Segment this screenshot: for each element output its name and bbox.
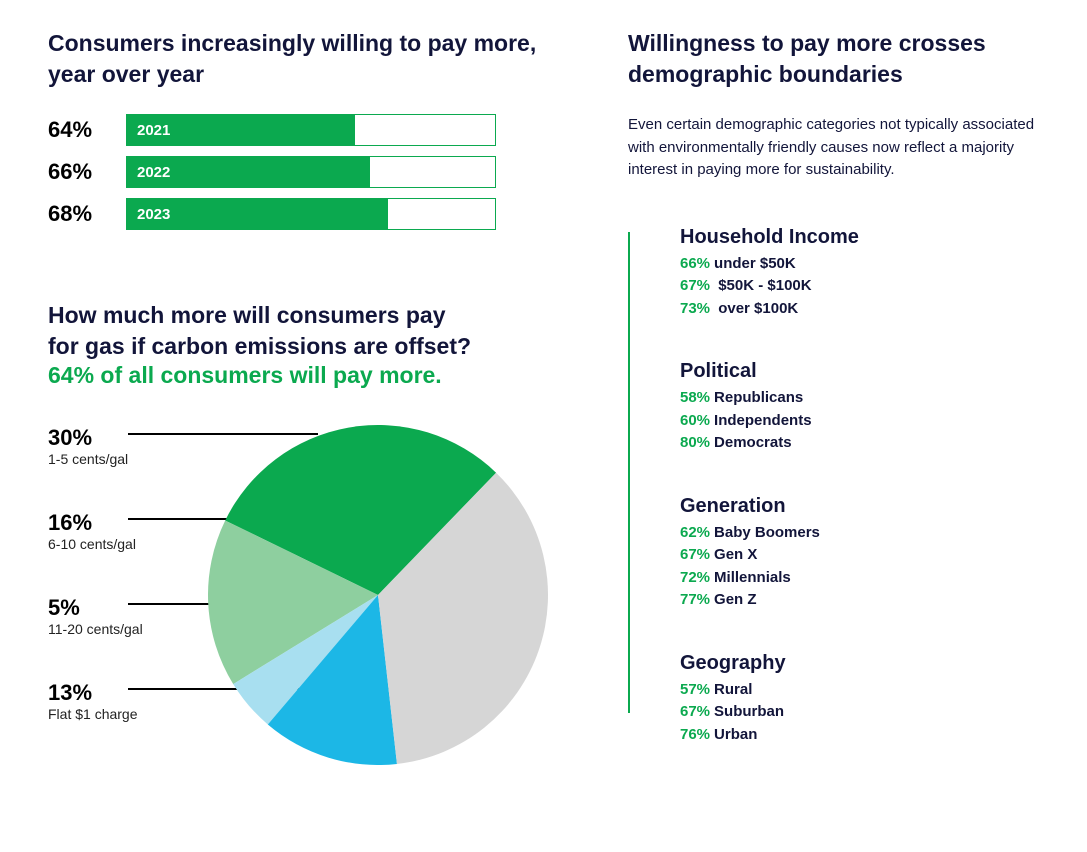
demographic-row: 80%Democrats [680, 432, 1039, 455]
demographic-label: Baby Boomers [714, 524, 820, 541]
bar-row: 66% 2022 [48, 156, 548, 188]
pie-slice-pct: 16% [48, 510, 136, 536]
demographic-pct: 60% [680, 412, 710, 429]
demographic-heading: Political [680, 360, 1039, 383]
demographic-row: 67%Suburban [680, 701, 1039, 724]
demographic-label: Independents [714, 412, 812, 429]
demographic-group: Political58%Republicans60%Independents80… [680, 360, 1039, 455]
bar-track: 2022 [126, 156, 496, 188]
right-paragraph: Even certain demographic categories not … [628, 114, 1039, 182]
vertical-accent-line [628, 232, 630, 713]
demographic-pct: 58% [680, 389, 710, 406]
pie-slice-pct: 5% [48, 595, 143, 621]
demographic-pct: 72% [680, 569, 710, 586]
bar-fill: 2022 [127, 157, 370, 187]
bar-pct-label: 66% [48, 159, 108, 185]
pie-chart [208, 425, 548, 765]
demographic-label: Republicans [714, 389, 803, 406]
bars-title: Consumers increasingly willing to pay mo… [48, 28, 548, 90]
pie-slice-label: 13%Flat $1 charge [48, 680, 138, 722]
demographic-row: 73% over $100K [680, 298, 1039, 321]
demographic-pct: 80% [680, 434, 710, 451]
bar-fill: 2023 [127, 199, 388, 229]
demographic-row: 72%Millennials [680, 567, 1039, 590]
demographic-pct: 66% [680, 255, 710, 272]
demographic-label: Gen X [714, 546, 757, 563]
infographic-root: Consumers increasingly willing to pay mo… [48, 28, 1039, 786]
demographic-heading: Geography [680, 652, 1039, 675]
demographic-row: 77%Gen Z [680, 589, 1039, 612]
demographic-pct: 77% [680, 591, 710, 608]
demographic-label: Millennials [714, 569, 791, 586]
demographics-block: Household Income66%under $50K67% $50K - … [628, 226, 1039, 747]
pie-slice-desc: 11-20 cents/gal [48, 621, 143, 637]
demographic-pct: 67% [680, 703, 710, 720]
bar-row: 68% 2023 [48, 198, 548, 230]
pie-slice-desc: Flat $1 charge [48, 706, 138, 722]
pie-slice-label: 30%1-5 cents/gal [48, 425, 128, 467]
demographic-pct: 73% [680, 300, 710, 317]
demographic-row: 67%Gen X [680, 544, 1039, 567]
demographic-row: 57%Rural [680, 679, 1039, 702]
bar-pct-label: 68% [48, 201, 108, 227]
demographic-label: Urban [714, 726, 757, 743]
bar-track: 2021 [126, 114, 496, 146]
demographic-label: Gen Z [714, 591, 757, 608]
bar-track: 2023 [126, 198, 496, 230]
demographic-heading: Generation [680, 495, 1039, 518]
demographic-row: 62%Baby Boomers [680, 522, 1039, 545]
demographic-row: 67% $50K - $100K [680, 275, 1039, 298]
pie-slice-desc: 1-5 cents/gal [48, 451, 128, 467]
bar-row: 64% 2021 [48, 114, 548, 146]
pie-title-line2: for gas if carbon emissions are offset? [48, 331, 548, 362]
demographic-label: Rural [714, 681, 752, 698]
demographic-label: $50K - $100K [714, 277, 812, 294]
pie-labels-column: 30%1-5 cents/gal 16%6-10 cents/gal 5%11-20… [48, 425, 208, 765]
demographic-row: 58%Republicans [680, 387, 1039, 410]
demographic-row: 76%Urban [680, 724, 1039, 747]
pie-area: 30%1-5 cents/gal 16%6-10 cents/gal 5%11-20… [48, 425, 548, 765]
demographic-pct: 67% [680, 277, 710, 294]
pie-title-line1: How much more will consumers pay [48, 300, 548, 331]
yearly-bars: 64% 2021 66% 2022 68% 2023 [48, 114, 548, 230]
pie-slice-label: 5%11-20 cents/gal [48, 595, 143, 637]
demographic-group: Household Income66%under $50K67% $50K - … [680, 226, 1039, 321]
demographic-row: 66%under $50K [680, 253, 1039, 276]
bar-fill: 2021 [127, 115, 355, 145]
demographic-row: 60%Independents [680, 410, 1039, 433]
pie-slice-pct: 30% [48, 425, 128, 451]
demographic-group: Geography57%Rural67%Suburban76%Urban [680, 652, 1039, 747]
right-title: Willingness to pay more crosses demograp… [628, 28, 1039, 90]
pie-slice-label: 16%6-10 cents/gal [48, 510, 136, 552]
bar-pct-label: 64% [48, 117, 108, 143]
pie-subtitle: 64% of all consumers will pay more. [48, 362, 548, 389]
left-column: Consumers increasingly willing to pay mo… [48, 28, 548, 786]
demographic-pct: 67% [680, 546, 710, 563]
demographic-pct: 57% [680, 681, 710, 698]
demographic-group: Generation62%Baby Boomers67%Gen X72%Mill… [680, 495, 1039, 612]
demographic-label: Suburban [714, 703, 784, 720]
pie-slice-desc: 6-10 cents/gal [48, 536, 136, 552]
demographic-pct: 76% [680, 726, 710, 743]
demographic-label: Democrats [714, 434, 792, 451]
pie-slice-pct: 13% [48, 680, 138, 706]
demographic-label: under $50K [714, 255, 796, 272]
demographic-label: over $100K [714, 300, 798, 317]
right-column: Willingness to pay more crosses demograp… [628, 28, 1039, 786]
demographic-heading: Household Income [680, 226, 1039, 249]
demographic-pct: 62% [680, 524, 710, 541]
